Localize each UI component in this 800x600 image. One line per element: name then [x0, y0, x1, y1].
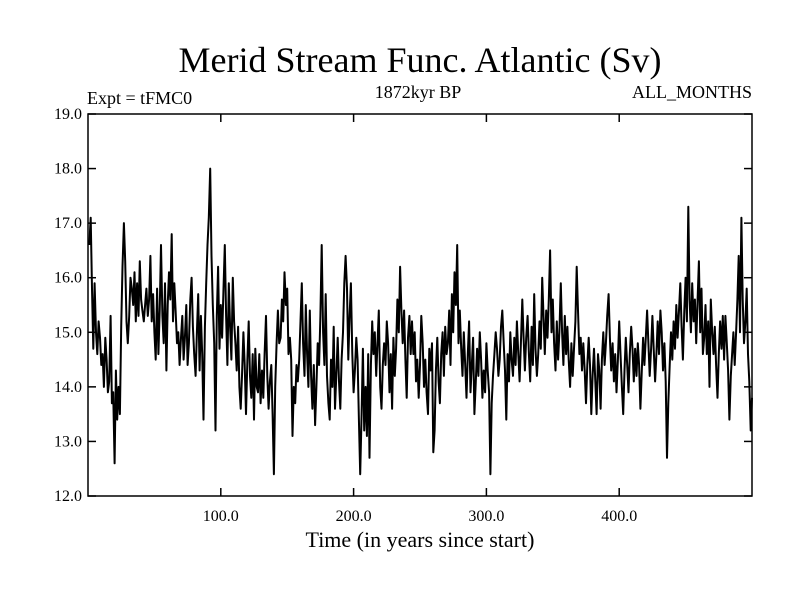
x-axis-label: Time (in years since start) [306, 527, 535, 552]
y-axis: 12.0 13.0 14.0 15.0 16.0 17.0 18.0 19.0 [54, 106, 752, 505]
y-tick-label: 16.0 [54, 270, 82, 287]
period-label: 1872kyr BP [375, 82, 462, 102]
y-tick-label: 18.0 [54, 161, 82, 178]
series-line [88, 167, 753, 476]
x-tick-label: 400.0 [601, 508, 637, 525]
y-tick-label: 14.0 [54, 379, 82, 396]
x-tick-label: 200.0 [336, 508, 372, 525]
y-tick-label: 15.0 [54, 324, 82, 341]
y-tick-label: 12.0 [54, 488, 82, 505]
y-tick-label: 17.0 [54, 215, 82, 232]
x-tick-label: 100.0 [203, 508, 239, 525]
experiment-label: Expt = tFMC0 [87, 88, 192, 108]
months-label: ALL_MONTHS [632, 82, 752, 102]
y-tick-label: 19.0 [54, 106, 82, 123]
y-tick-label: 13.0 [54, 433, 82, 450]
x-tick-label: 300.0 [468, 508, 504, 525]
x-axis: 100.0 200.0 300.0 400.0 [203, 114, 637, 525]
plot-frame [87, 113, 753, 497]
chart-title: Merid Stream Func. Atlantic (Sv) [179, 40, 662, 80]
